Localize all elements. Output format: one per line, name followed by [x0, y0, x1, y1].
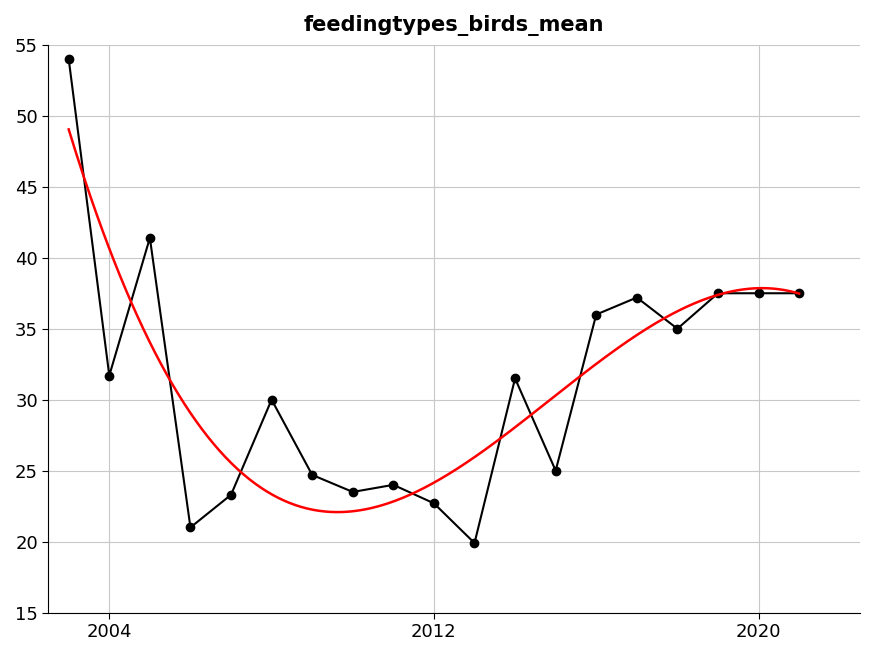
Title: feedingtypes_birds_mean: feedingtypes_birds_mean [304, 15, 605, 36]
